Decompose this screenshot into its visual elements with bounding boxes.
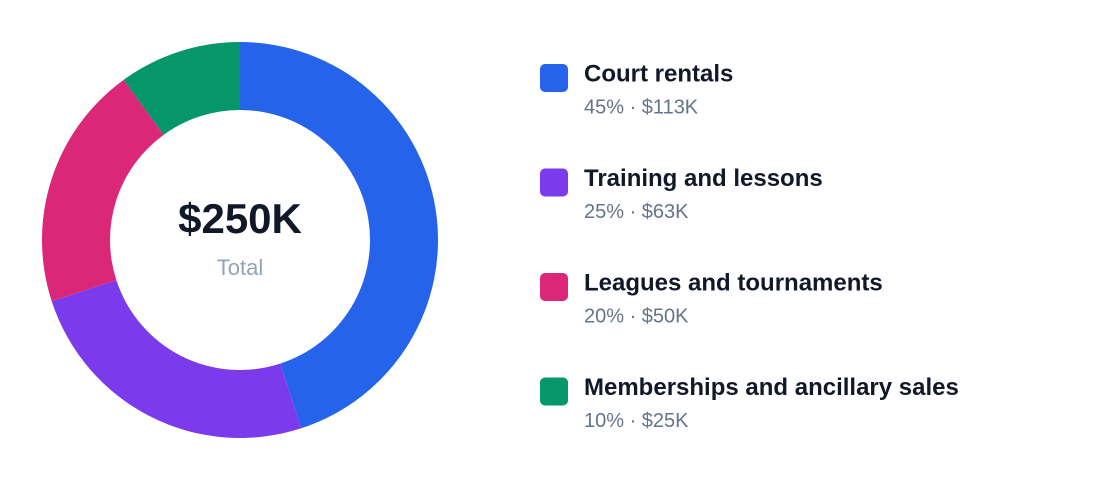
donut-segment bbox=[123, 42, 240, 135]
legend-label: Court rentals bbox=[584, 60, 733, 87]
legend-value: 20% · $50K bbox=[584, 305, 689, 327]
legend-value: 10% · $25K bbox=[584, 410, 689, 432]
legend-value: 25% · $63K bbox=[584, 201, 689, 223]
legend-label: Memberships and ancillary sales bbox=[584, 374, 959, 401]
legend-swatch bbox=[540, 168, 568, 197]
center-label: Total bbox=[217, 255, 263, 280]
legend-value: 45% · $113K bbox=[584, 96, 699, 118]
center-value: $250K bbox=[178, 195, 302, 242]
legend-swatch bbox=[540, 273, 568, 301]
legend-label: Leagues and tournaments bbox=[584, 269, 883, 296]
donut-segment bbox=[240, 42, 438, 429]
legend-swatch bbox=[540, 64, 568, 92]
donut-segment bbox=[41, 79, 164, 302]
legend-swatch bbox=[540, 377, 568, 406]
legend-label: Training and lessons bbox=[584, 165, 823, 192]
donut-segment bbox=[51, 280, 302, 438]
